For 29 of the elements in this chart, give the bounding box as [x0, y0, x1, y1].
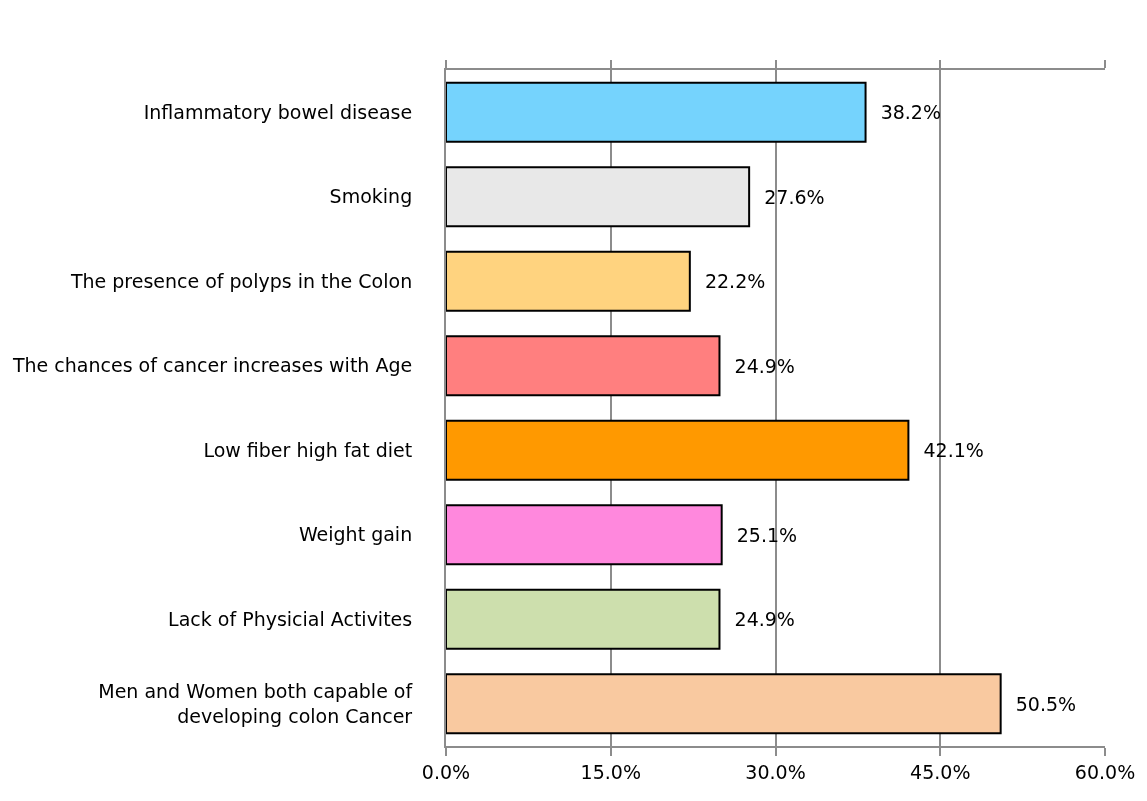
- data-label: 24.9%: [722, 354, 795, 377]
- bar: [446, 588, 721, 650]
- y-tick-label: The presence of polyps in the Colon: [69, 269, 413, 292]
- data-label: 22.2%: [692, 270, 766, 293]
- bar: [446, 250, 691, 312]
- y-tick-label: Weight gain: [298, 523, 413, 546]
- data-label: 50.5%: [1003, 692, 1077, 715]
- x-tick-label: 15.0%: [580, 760, 641, 783]
- x-tick-label: 45.0%: [910, 760, 971, 783]
- bar: [446, 166, 751, 228]
- bar: [446, 419, 910, 481]
- y-tick-label: Inflammatory bowel disease: [143, 100, 413, 123]
- bar: [446, 504, 723, 566]
- y-tick-label: Smoking: [329, 185, 413, 208]
- y-tick-label: The chances of cancer increases with Age: [11, 354, 413, 377]
- bar: [446, 81, 867, 143]
- data-label: 24.9%: [722, 608, 795, 631]
- y-tick-label: Lack of Physicial Activites: [168, 607, 413, 630]
- y-tick-label: Men and Women both capable of developing colon Cancer: [98, 680, 414, 727]
- x-tick-label: 30.0%: [745, 760, 806, 783]
- bar: [446, 673, 1002, 735]
- data-label: 25.1%: [724, 523, 798, 546]
- data-label: 27.6%: [752, 185, 825, 208]
- x-tick-label: 60.0%: [1074, 760, 1136, 783]
- bar: [446, 335, 721, 397]
- x-tick-label: 0.0%: [421, 760, 471, 783]
- data-label: 38.2%: [868, 101, 941, 124]
- y-tick-label: Low fiber high fat diet: [203, 438, 413, 461]
- data-label: 42.1%: [911, 439, 984, 462]
